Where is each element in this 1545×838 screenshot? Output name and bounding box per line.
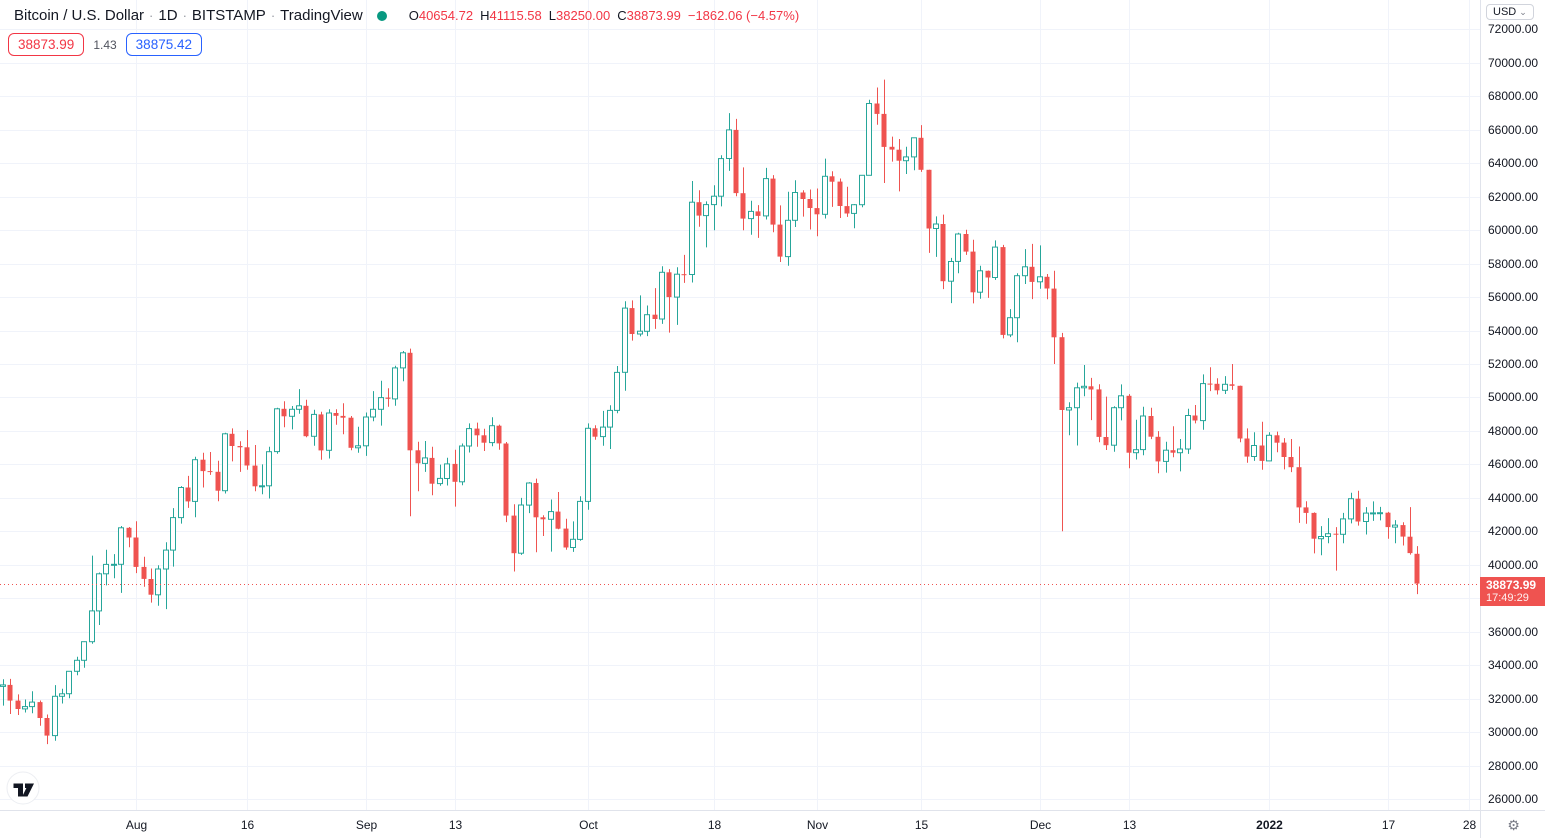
low-label: L: [548, 8, 556, 23]
interval-value[interactable]: 1D: [158, 7, 178, 24]
time-axis-label: 13: [448, 818, 463, 832]
price-axis[interactable]: USD ⌄ 72000.00 70000.00 68000.00 66000.00 64…: [1480, 0, 1545, 810]
last-price-value: 38873.99: [1486, 577, 1537, 592]
time-axis-label: 28: [1462, 818, 1477, 832]
high-label: H: [480, 8, 490, 23]
separator-dot: ·: [149, 8, 154, 23]
chevron-down-icon: ⌄: [1519, 7, 1527, 17]
price-axis-label: 70000.00: [1488, 55, 1539, 70]
price-axis-label: 42000.00: [1488, 524, 1539, 539]
price-axis-label: 26000.00: [1488, 792, 1539, 806]
gear-icon[interactable]: ⚙: [1507, 817, 1520, 833]
axis-corner: ⚙: [1480, 810, 1545, 838]
time-axis-label: Dec: [1029, 818, 1052, 832]
change-value: −1862.06 (−4.57%): [687, 8, 800, 23]
time-axis-label: 16: [240, 818, 255, 832]
spread-value: 1.43: [93, 37, 117, 52]
close-label: C: [617, 8, 627, 23]
price-axis-label: 36000.00: [1488, 624, 1539, 639]
price-axis-label: 62000.00: [1488, 189, 1539, 204]
price-axis-label: 52000.00: [1488, 357, 1539, 371]
price-axis-label: 44000.00: [1488, 490, 1539, 505]
time-axis-label: 15: [914, 818, 929, 832]
time-axis-label: 13: [1122, 818, 1137, 832]
buy-sell-row: 38873.99 1.43 38875.42: [8, 33, 799, 56]
time-axis-label: 17: [1381, 818, 1396, 832]
price-axis-label: 60000.00: [1488, 223, 1539, 238]
price-axis-label: 68000.00: [1488, 89, 1539, 104]
price-axis-label: 58000.00: [1488, 256, 1539, 271]
time-axis[interactable]: Aug 16 Sep 13 Oct 18 Nov 15 Dec 13 2022 17 28: [0, 810, 1480, 838]
price-axis-label: 28000.00: [1488, 758, 1539, 773]
time-axis-label: Aug: [125, 818, 148, 832]
chart-legend: Bitcoin / U.S. Dollar · 1D · BITSTAMP · …: [8, 6, 799, 56]
candlestick-chart[interactable]: [0, 0, 1480, 810]
last-price-badge: 38873.99 17:49:29: [1480, 576, 1545, 606]
sell-price-button[interactable]: 38873.99: [8, 33, 85, 56]
open-value: 40654.72: [418, 8, 474, 23]
price-axis-label: 40000.00: [1488, 557, 1539, 572]
time-axis-label: 18: [707, 818, 722, 832]
price-axis-label: 50000.00: [1488, 390, 1539, 405]
buy-price-button[interactable]: 38875.42: [125, 33, 202, 56]
price-axis-label: 30000.00: [1488, 725, 1539, 740]
close-value: 38873.99: [626, 8, 681, 23]
time-axis-label: Oct: [579, 818, 598, 832]
price-axis-label: 72000.00: [1488, 22, 1539, 37]
open-label: O: [408, 8, 419, 23]
exchange-name[interactable]: BITSTAMP: [191, 7, 266, 24]
platform-name[interactable]: TradingView: [280, 7, 363, 24]
price-axis-label: 46000.00: [1488, 457, 1539, 472]
low-value: 38250.00: [556, 8, 611, 23]
price-axis-label: 32000.00: [1488, 691, 1539, 706]
time-axis-label: Nov: [806, 818, 829, 832]
separator-dot: ·: [270, 8, 276, 23]
time-axis-label: 2022: [1256, 818, 1283, 832]
currency-toggle-button[interactable]: USD ⌄: [1486, 4, 1534, 20]
time-axis-label: Sep: [355, 818, 378, 832]
legend-title-row: Bitcoin / U.S. Dollar · 1D · BITSTAMP · …: [14, 6, 799, 25]
symbol-title[interactable]: Bitcoin / U.S. Dollar: [14, 7, 145, 24]
price-axis-label: 66000.00: [1488, 122, 1539, 137]
ohlc-readout: O 40654.72 H 41115.58 L 38250.00 C 38873…: [409, 6, 799, 25]
tradingview-logo-icon[interactable]: [6, 771, 40, 805]
countdown-timer: 17:49:29: [1486, 591, 1529, 604]
market-open-status-icon[interactable]: [376, 10, 387, 21]
price-axis-label: 64000.00: [1488, 156, 1539, 171]
price-axis-label: 48000.00: [1488, 423, 1539, 438]
currency-label: USD: [1493, 6, 1517, 18]
high-value: 41115.58: [489, 8, 542, 23]
price-axis-label: 34000.00: [1488, 658, 1539, 673]
price-axis-label: 56000.00: [1488, 290, 1539, 305]
price-axis-label: 54000.00: [1488, 323, 1539, 338]
separator-dot: ·: [182, 8, 187, 23]
